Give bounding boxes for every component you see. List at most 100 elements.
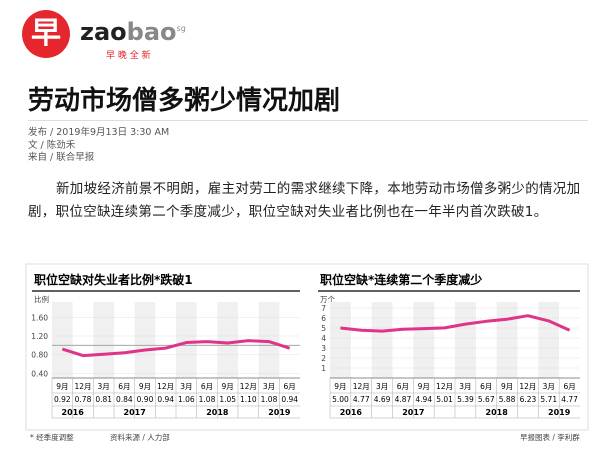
column-shade xyxy=(413,302,435,378)
value-label: 5.71 xyxy=(540,395,557,404)
value-label: 5.00 xyxy=(332,395,349,404)
year-label: 2019 xyxy=(268,408,291,417)
column-shade xyxy=(134,302,156,378)
value-label: 0.78 xyxy=(75,395,92,404)
logo-tagline: 早 晚 全 新 xyxy=(106,51,151,61)
value-label: 4.77 xyxy=(353,395,370,404)
column-shade xyxy=(330,302,351,378)
article-title: 劳动市场僧多粥少情况加剧 xyxy=(28,86,341,116)
value-label: 1.06 xyxy=(178,395,195,404)
y-axis-label: 比例 xyxy=(34,294,49,304)
data-line xyxy=(340,314,571,333)
y-axis-label: 万个 xyxy=(320,295,335,304)
article-body: 新加坡经济前景不明朗，雇主对劳工的需求继续下降，本地劳动市场僧多粥少的情况加剧，… xyxy=(28,181,581,220)
column-shade xyxy=(496,302,518,378)
x-tick-label: 3月 xyxy=(543,382,555,391)
meta-row: 来自 / 联合早报 xyxy=(28,152,169,165)
y-tick-label: 2 xyxy=(321,354,326,363)
y-tick-label: 0.40 xyxy=(31,369,48,378)
year-label: 2016 xyxy=(62,408,85,417)
value-label: 4.87 xyxy=(395,395,412,404)
value-label: 4.69 xyxy=(374,395,391,404)
value-label: 1.08 xyxy=(199,395,216,404)
x-tick-label: 12月 xyxy=(240,382,257,391)
logo-suffix: sg xyxy=(176,24,186,33)
x-tick-label: 9月 xyxy=(334,382,346,391)
meta-label: 文 xyxy=(28,139,38,151)
year-label: 2017 xyxy=(124,408,146,417)
chart-panel xyxy=(25,263,589,431)
x-tick-label: 3月 xyxy=(180,382,192,391)
logo-text: zaobaosg xyxy=(80,18,186,46)
value-label: 1.05 xyxy=(219,395,236,404)
logo-b: bao xyxy=(126,18,177,46)
column-shade xyxy=(52,302,73,378)
meta-sep: / xyxy=(47,127,57,138)
meta-sep: / xyxy=(47,152,57,163)
logo-a: zao xyxy=(80,18,127,46)
x-tick-label: 6月 xyxy=(480,382,492,391)
x-tick-label: 3月 xyxy=(376,382,388,391)
y-tick-label: 1.20 xyxy=(31,332,48,341)
year-label: 2018 xyxy=(486,408,509,417)
x-tick-label: 6月 xyxy=(201,382,213,391)
year-label: 2017 xyxy=(402,408,424,417)
x-tick-label: 6月 xyxy=(397,382,409,391)
value-label: 1.08 xyxy=(261,395,278,404)
y-tick-label: 4 xyxy=(321,334,326,343)
x-tick-label: 3月 xyxy=(98,382,110,391)
value-label: 4.77 xyxy=(561,395,578,404)
chart-title: 职位空缺*连续第二个季度减少 xyxy=(320,272,482,287)
footer-credit: 早报图表 / 李利群 xyxy=(520,433,580,442)
value-label: 0.92 xyxy=(54,395,71,404)
column-shade xyxy=(538,302,560,378)
year-label: 2019 xyxy=(548,408,571,417)
y-tick-label: 1.60 xyxy=(31,313,48,322)
x-tick-label: 12月 xyxy=(519,382,536,391)
x-tick-label: 9月 xyxy=(418,382,430,391)
value-label: 4.94 xyxy=(415,395,432,404)
y-tick-label: 0.80 xyxy=(31,351,48,360)
x-tick-label: 9月 xyxy=(139,382,151,391)
y-tick-label: 7 xyxy=(321,304,326,313)
meta-value: 2019年9月13日 3:30 AM xyxy=(56,127,170,138)
x-tick-label: 12月 xyxy=(157,382,174,391)
meta-row: 发布 / 2019年9月13日 3:30 AM xyxy=(28,127,169,140)
x-tick-label: 9月 xyxy=(222,382,234,391)
logo-char: 早 xyxy=(31,16,61,51)
column-shade xyxy=(217,302,238,378)
data-line xyxy=(61,339,291,358)
y-tick-label: 1 xyxy=(321,364,326,373)
value-label: 6.23 xyxy=(520,395,537,404)
meta-row: 文 / 陈劲禾 xyxy=(28,140,169,153)
meta-value: 陈劲禾 xyxy=(46,139,76,151)
meta-label: 发布 xyxy=(28,127,48,138)
year-label: 2016 xyxy=(340,408,363,417)
value-label: 0.90 xyxy=(137,395,154,404)
x-tick-label: 12月 xyxy=(353,382,370,391)
value-label: 1.10 xyxy=(240,395,257,404)
value-label: 0.94 xyxy=(281,395,298,404)
y-tick-label: 6 xyxy=(321,314,326,323)
y-tick-label: 5 xyxy=(321,324,326,333)
x-tick-label: 6月 xyxy=(563,382,575,391)
value-label: 5.88 xyxy=(499,395,516,404)
value-label: 0.81 xyxy=(95,395,112,404)
value-label: 5.39 xyxy=(457,395,474,404)
meta-value: 联合早报 xyxy=(56,152,95,163)
column-shade xyxy=(371,302,393,378)
column-shade xyxy=(176,302,197,378)
column-shade xyxy=(93,302,114,378)
x-tick-label: 9月 xyxy=(56,382,68,391)
x-tick-label: 3月 xyxy=(263,382,275,391)
x-tick-label: 12月 xyxy=(436,382,453,391)
x-tick-label: 6月 xyxy=(118,382,130,391)
meta-sep: / xyxy=(37,139,47,151)
divider xyxy=(28,120,588,121)
footer-note: * 经季度调整 xyxy=(30,433,74,442)
charts: 职位空缺对失业者比例*跌破1比例0.400.801.201.609月0.9212… xyxy=(25,263,589,431)
logo-mark[interactable]: 早 xyxy=(22,10,70,58)
value-label: 5.67 xyxy=(478,395,495,404)
x-tick-label: 3月 xyxy=(459,382,471,391)
